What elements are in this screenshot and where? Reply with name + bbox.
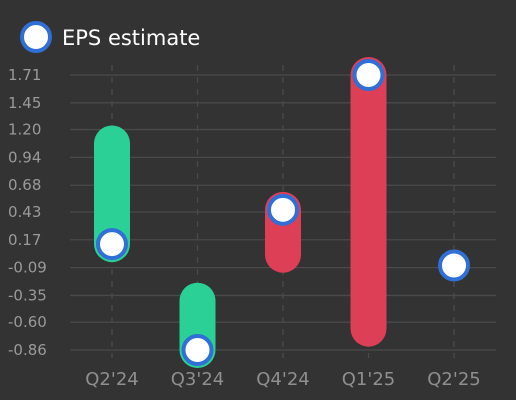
y-tick-label: 1.20 <box>8 121 41 139</box>
y-tick-label: 0.68 <box>8 176 41 194</box>
estimate-markers <box>96 59 470 366</box>
y-tick-label: 1.45 <box>8 94 41 112</box>
y-tick-label: -0.35 <box>8 286 47 304</box>
y-tick-label: 0.94 <box>8 148 41 166</box>
y-axis: 1.71 1.45 1.20 0.94 0.68 0.43 0.17 -0.09 -0.35 -0… <box>8 66 47 359</box>
legend-marker <box>20 21 52 53</box>
y-tick-label: 0.43 <box>8 203 41 221</box>
x-tick-label: Q1'25 <box>342 369 395 390</box>
y-tick-label: -0.86 <box>8 341 47 359</box>
x-tick-label: Q3'24 <box>171 369 224 390</box>
range-bar-Q1'25 <box>350 57 387 347</box>
estimate-marker-Q1'25[interactable] <box>352 59 385 91</box>
y-tick-label: -0.09 <box>8 259 47 277</box>
y-tick-label: 0.17 <box>8 231 41 249</box>
estimate-marker-Q4'24[interactable] <box>267 193 299 226</box>
estimate-marker-Q2'24[interactable] <box>96 228 128 261</box>
legend: EPS estimate <box>20 21 200 53</box>
estimate-marker-Q2'25[interactable] <box>438 249 470 282</box>
range-bar-Q2'24 <box>94 125 130 263</box>
estimate-marker-Q3'24[interactable] <box>181 334 214 366</box>
x-tick-label: Q2'24 <box>85 369 138 390</box>
legend-label: EPS estimate <box>62 26 200 50</box>
x-axis: Q2'24 Q3'24 Q4'24 Q1'25 Q2'25 <box>85 369 480 390</box>
y-tick-label: -0.60 <box>8 313 47 331</box>
y-tick-label: 1.71 <box>8 66 41 84</box>
x-tick-label: Q4'24 <box>256 369 309 390</box>
x-tick-label: Q2'25 <box>427 369 480 390</box>
